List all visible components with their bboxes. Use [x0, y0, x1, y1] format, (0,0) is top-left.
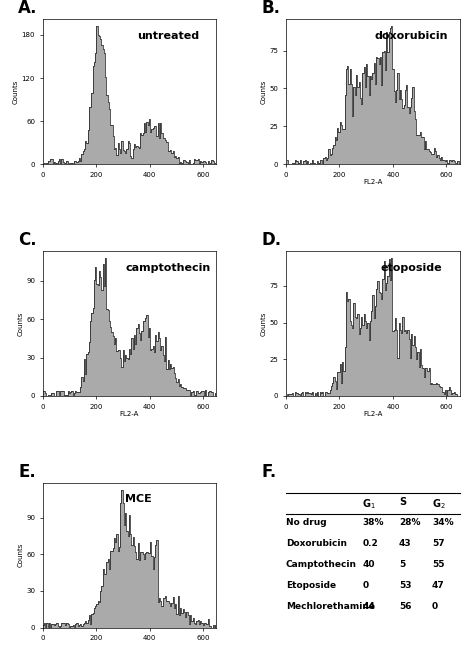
Text: B.: B. — [262, 0, 281, 17]
Text: 34%: 34% — [432, 518, 454, 527]
Text: 53: 53 — [399, 581, 411, 590]
X-axis label: FL2-A: FL2-A — [120, 411, 139, 417]
Text: 57: 57 — [432, 539, 445, 548]
Y-axis label: Counts: Counts — [17, 543, 23, 567]
Text: G$_2$: G$_2$ — [432, 498, 446, 511]
Text: 0.2: 0.2 — [363, 539, 378, 548]
Text: S: S — [399, 498, 406, 507]
Text: doxorubicin: doxorubicin — [374, 31, 448, 41]
Y-axis label: Counts: Counts — [17, 311, 23, 336]
Text: 5: 5 — [399, 560, 405, 569]
Text: G$_1$: G$_1$ — [363, 498, 376, 511]
Text: Camptothecin: Camptothecin — [286, 560, 357, 569]
Text: 38%: 38% — [363, 518, 384, 527]
Text: 43: 43 — [399, 539, 411, 548]
Text: Mechlorethamine: Mechlorethamine — [286, 602, 375, 611]
Y-axis label: Counts: Counts — [13, 80, 19, 104]
Text: 44: 44 — [363, 602, 375, 611]
Text: 28%: 28% — [399, 518, 420, 527]
Text: 0: 0 — [363, 581, 369, 590]
X-axis label: FL2-A: FL2-A — [363, 179, 383, 185]
Text: A.: A. — [18, 0, 38, 17]
Text: 47: 47 — [432, 581, 445, 590]
Text: No drug: No drug — [286, 518, 327, 527]
X-axis label: FL2-A: FL2-A — [363, 411, 383, 417]
Y-axis label: Counts: Counts — [261, 80, 267, 104]
Text: 0: 0 — [432, 602, 438, 611]
Text: C.: C. — [18, 231, 37, 249]
Text: 40: 40 — [363, 560, 375, 569]
Text: Doxorubicin: Doxorubicin — [286, 539, 347, 548]
Text: untreated: untreated — [137, 31, 199, 41]
Text: MCE: MCE — [125, 494, 152, 505]
Text: 56: 56 — [399, 602, 411, 611]
Text: Etoposide: Etoposide — [286, 581, 336, 590]
Text: E.: E. — [18, 463, 36, 481]
Text: camptothecin: camptothecin — [125, 263, 210, 272]
Text: D.: D. — [262, 231, 282, 249]
Text: F.: F. — [262, 463, 277, 481]
Text: 55: 55 — [432, 560, 445, 569]
Text: etoposide: etoposide — [380, 263, 442, 272]
Y-axis label: Counts: Counts — [261, 311, 267, 336]
